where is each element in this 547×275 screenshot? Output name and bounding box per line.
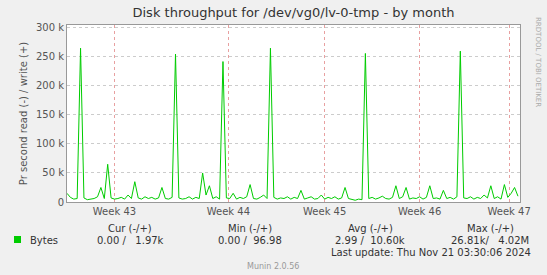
svg-text:Disk throughput for /dev/vg0/l: Disk throughput for /dev/vg0/lv-0-tmp - … (132, 5, 454, 20)
svg-text:Week 43: Week 43 (93, 206, 136, 217)
svg-text:2.99 / 10.60k: 2.99 / 10.60k (335, 235, 405, 246)
svg-text:Week 44: Week 44 (207, 206, 250, 217)
svg-text:100 k: 100 k (36, 138, 64, 149)
svg-text:Munin 2.0.56: Munin 2.0.56 (247, 262, 299, 271)
svg-text:Avg (-/+): Avg (-/+) (348, 223, 393, 234)
svg-text:200 k: 200 k (36, 80, 64, 91)
svg-text:Max (-/+): Max (-/+) (467, 223, 514, 234)
svg-text:0.00 / 1.97k: 0.00 / 1.97k (97, 235, 164, 246)
svg-text:50 k: 50 k (42, 167, 64, 178)
svg-text:Pr second read (-) / write (+): Pr second read (-) / write (+) (18, 42, 29, 185)
svg-text:Week 45: Week 45 (303, 206, 346, 217)
svg-text:Bytes: Bytes (30, 235, 58, 246)
svg-text:Last update: Thu Nov 21 03:30:: Last update: Thu Nov 21 03:30:06 2024 (331, 247, 531, 258)
svg-text:Week 46: Week 46 (398, 206, 441, 217)
svg-text:Week 47: Week 47 (487, 206, 530, 217)
svg-text:250 k: 250 k (36, 51, 64, 62)
svg-text:Cur (-/+): Cur (-/+) (108, 223, 152, 234)
svg-text:26.81k/ 4.02M: 26.81k/ 4.02M (451, 235, 529, 246)
svg-text:RRDTOOL / TOBI OETIKER: RRDTOOL / TOBI OETIKER (534, 17, 542, 107)
svg-text:300 k: 300 k (36, 22, 64, 33)
svg-text:Min (-/+): Min (-/+) (228, 223, 272, 234)
svg-text:0.00 / 96.98: 0.00 / 96.98 (218, 235, 282, 246)
svg-text:150 k: 150 k (36, 109, 64, 120)
svg-text:0: 0 (58, 197, 64, 208)
